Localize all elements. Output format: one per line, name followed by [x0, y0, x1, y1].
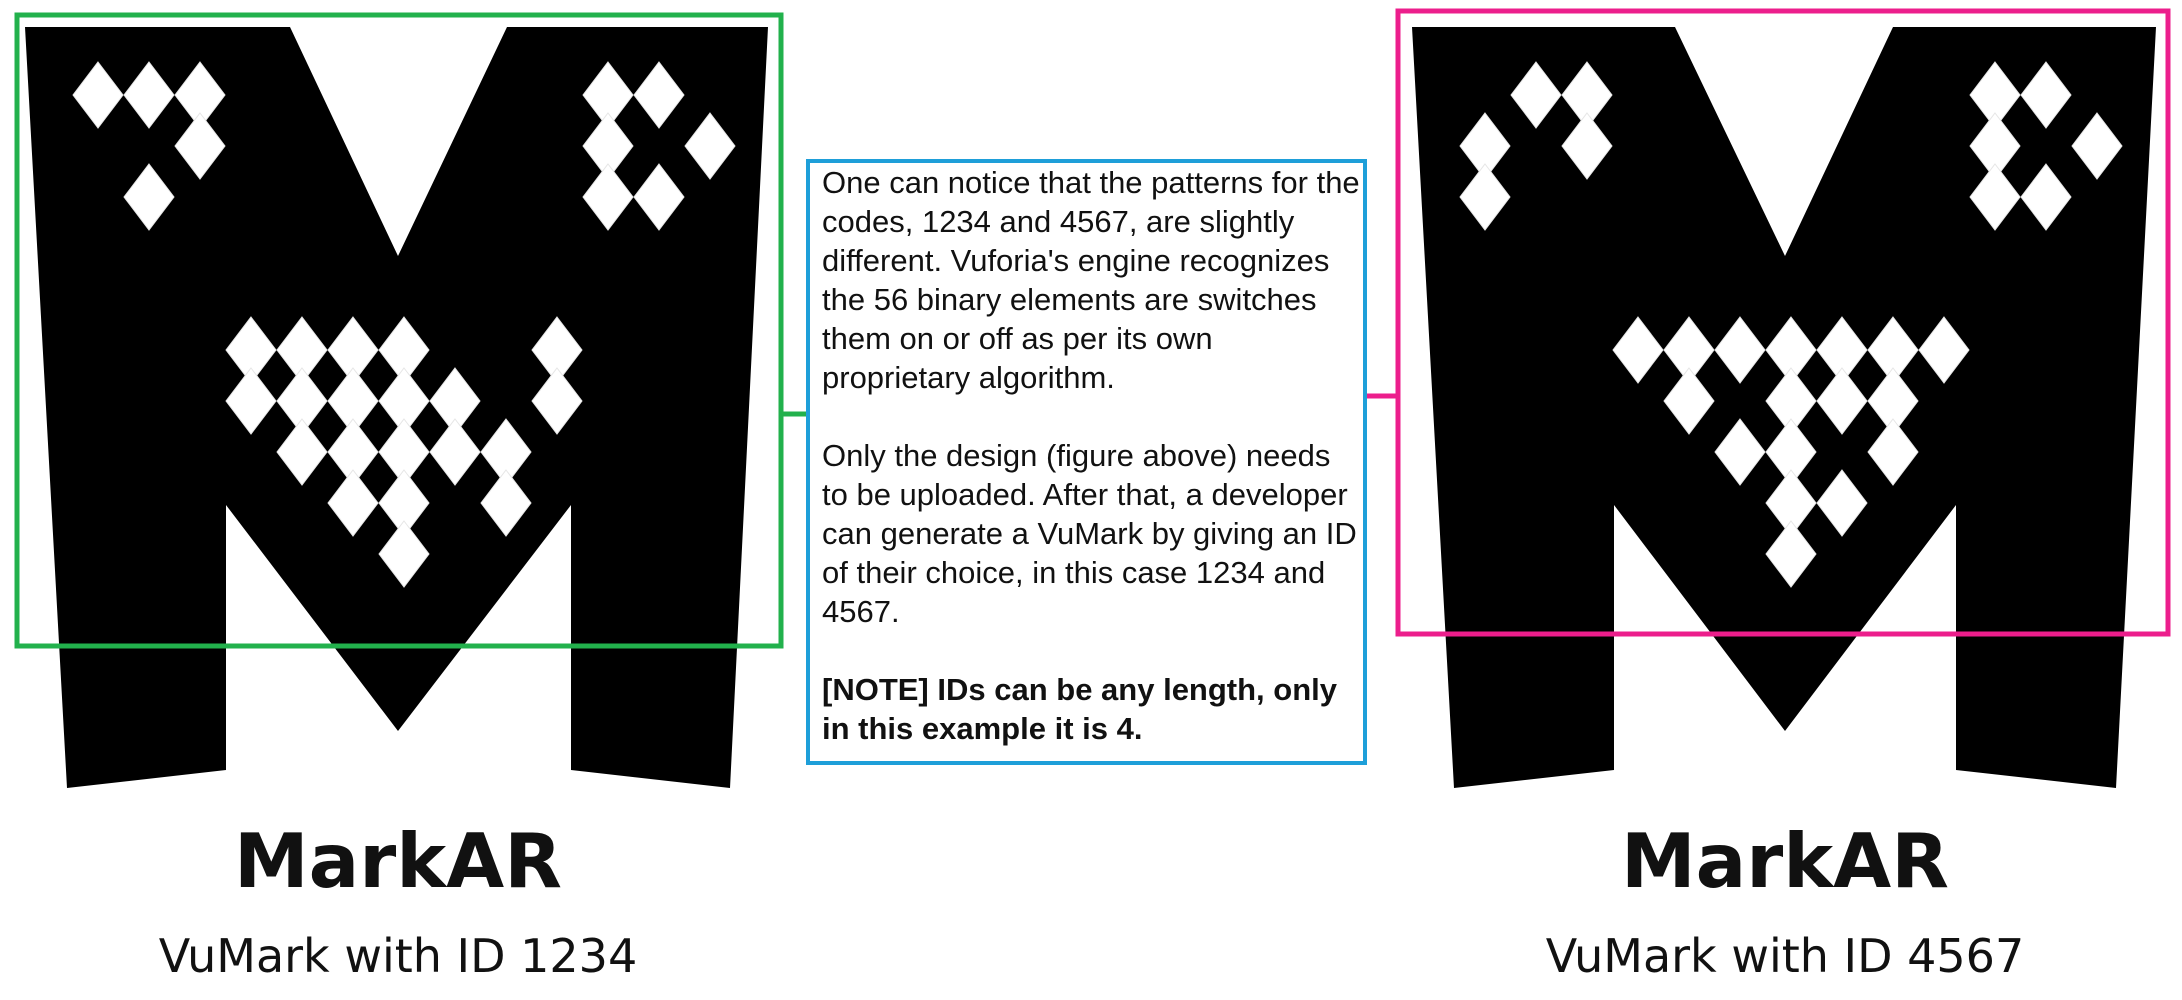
- binary-element-diamond: [1561, 112, 1613, 180]
- marker-4567-title: MarkAR: [1621, 817, 1949, 905]
- binary-element-diamond: [633, 163, 685, 231]
- binary-element-diamond: [1918, 316, 1970, 384]
- binary-element-diamond: [2020, 61, 2072, 129]
- binary-element-diamond: [1612, 316, 1664, 384]
- marker-1234-highlight-box: [14, 12, 784, 649]
- binary-element-diamond: [531, 367, 583, 435]
- marker-diamond-cells: [72, 61, 736, 588]
- binary-element-diamond: [1816, 469, 1868, 537]
- marker-1234-caption: VuMark with ID 1234: [159, 929, 637, 983]
- binary-element-diamond: [2020, 163, 2072, 231]
- binary-element-diamond: [1459, 163, 1511, 231]
- binary-element-diamond: [1867, 418, 1919, 486]
- binary-element-diamond: [480, 469, 532, 537]
- explanation-note: One can notice that the patterns for the…: [822, 163, 1364, 748]
- binary-element-diamond: [1816, 367, 1868, 435]
- note-box: [806, 159, 1367, 765]
- note-paragraph-1: One can notice that the patterns for the…: [822, 165, 1360, 395]
- binary-element-diamond: [327, 469, 379, 537]
- vumark-marker-1234: [25, 27, 768, 788]
- binary-element-diamond: [429, 418, 481, 486]
- vumark-marker-4567: [1412, 27, 2156, 788]
- binary-element-diamond: [72, 61, 124, 129]
- binary-element-diamond: [225, 367, 277, 435]
- binary-element-diamond: [1969, 163, 2021, 231]
- note-paragraph-3: [NOTE] IDs can be any length, only in th…: [822, 672, 1338, 746]
- binary-element-diamond: [123, 61, 175, 129]
- marker-4567-caption: VuMark with ID 4567: [1546, 929, 2024, 983]
- binary-element-diamond: [2071, 112, 2123, 180]
- binary-element-diamond: [1765, 520, 1817, 588]
- binary-element-diamond: [1714, 316, 1766, 384]
- binary-element-diamond: [1510, 61, 1562, 129]
- binary-element-diamond: [633, 61, 685, 129]
- binary-element-diamond: [276, 418, 328, 486]
- binary-element-diamond: [378, 520, 430, 588]
- marker-4567-highlight-box: [1395, 8, 2171, 637]
- binary-element-diamond: [684, 112, 736, 180]
- binary-element-diamond: [1714, 418, 1766, 486]
- binary-element-diamond: [123, 163, 175, 231]
- marker-1234-title: MarkAR: [234, 817, 562, 905]
- binary-element-diamond: [1663, 367, 1715, 435]
- binary-element-diamond: [174, 112, 226, 180]
- binary-element-diamond: [582, 163, 634, 231]
- marker-diamond-cells: [1459, 61, 2123, 588]
- note-paragraph-2: Only the design (figure above) needs to …: [822, 438, 1357, 629]
